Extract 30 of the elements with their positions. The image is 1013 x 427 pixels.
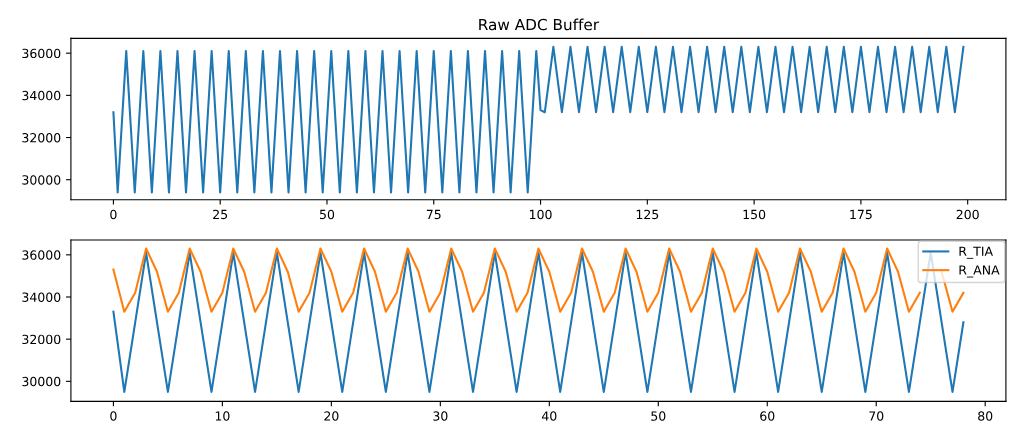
y-tick-label: 34000 xyxy=(22,90,61,101)
x-tick-label: 125 xyxy=(636,209,659,220)
x-tick-label: 80 xyxy=(978,411,993,421)
legend-label: R_TIA xyxy=(959,246,993,259)
x-tick-label: 25 xyxy=(213,209,228,220)
chart-title: Raw ADC Buffer xyxy=(479,18,600,31)
x-tick-label: 200 xyxy=(956,209,979,220)
line-series xyxy=(112,45,965,194)
y-tick-label: 36000 xyxy=(22,48,61,59)
x-tick-label: 30 xyxy=(433,411,448,421)
y-tick-label: 30000 xyxy=(22,175,61,185)
x-tick-label: 75 xyxy=(426,209,441,220)
x-tick-label: 70 xyxy=(869,411,884,421)
x-tick-label: 0 xyxy=(110,411,117,421)
x-tick-label: 100 xyxy=(529,209,552,220)
x-tick-label: 0 xyxy=(110,209,117,220)
x-tick-label: 175 xyxy=(850,209,872,220)
x-tick-label: 40 xyxy=(541,411,557,421)
legend-label: R_ANA xyxy=(959,265,1000,278)
x-tick-label: 20 xyxy=(324,411,339,421)
y-tick-label: 30000 xyxy=(22,376,61,387)
x-tick-label: 10 xyxy=(215,411,230,421)
y-tick-label: 34000 xyxy=(22,292,61,302)
x-tick-label: 50 xyxy=(319,209,335,220)
x-tick-label: 50 xyxy=(651,411,666,421)
y-tick-label: 32000 xyxy=(22,334,61,345)
x-tick-label: 150 xyxy=(743,209,766,220)
y-tick-label: 36000 xyxy=(22,250,61,260)
x-tick-label: 60 xyxy=(760,411,775,421)
y-tick-label: 32000 xyxy=(22,133,61,143)
